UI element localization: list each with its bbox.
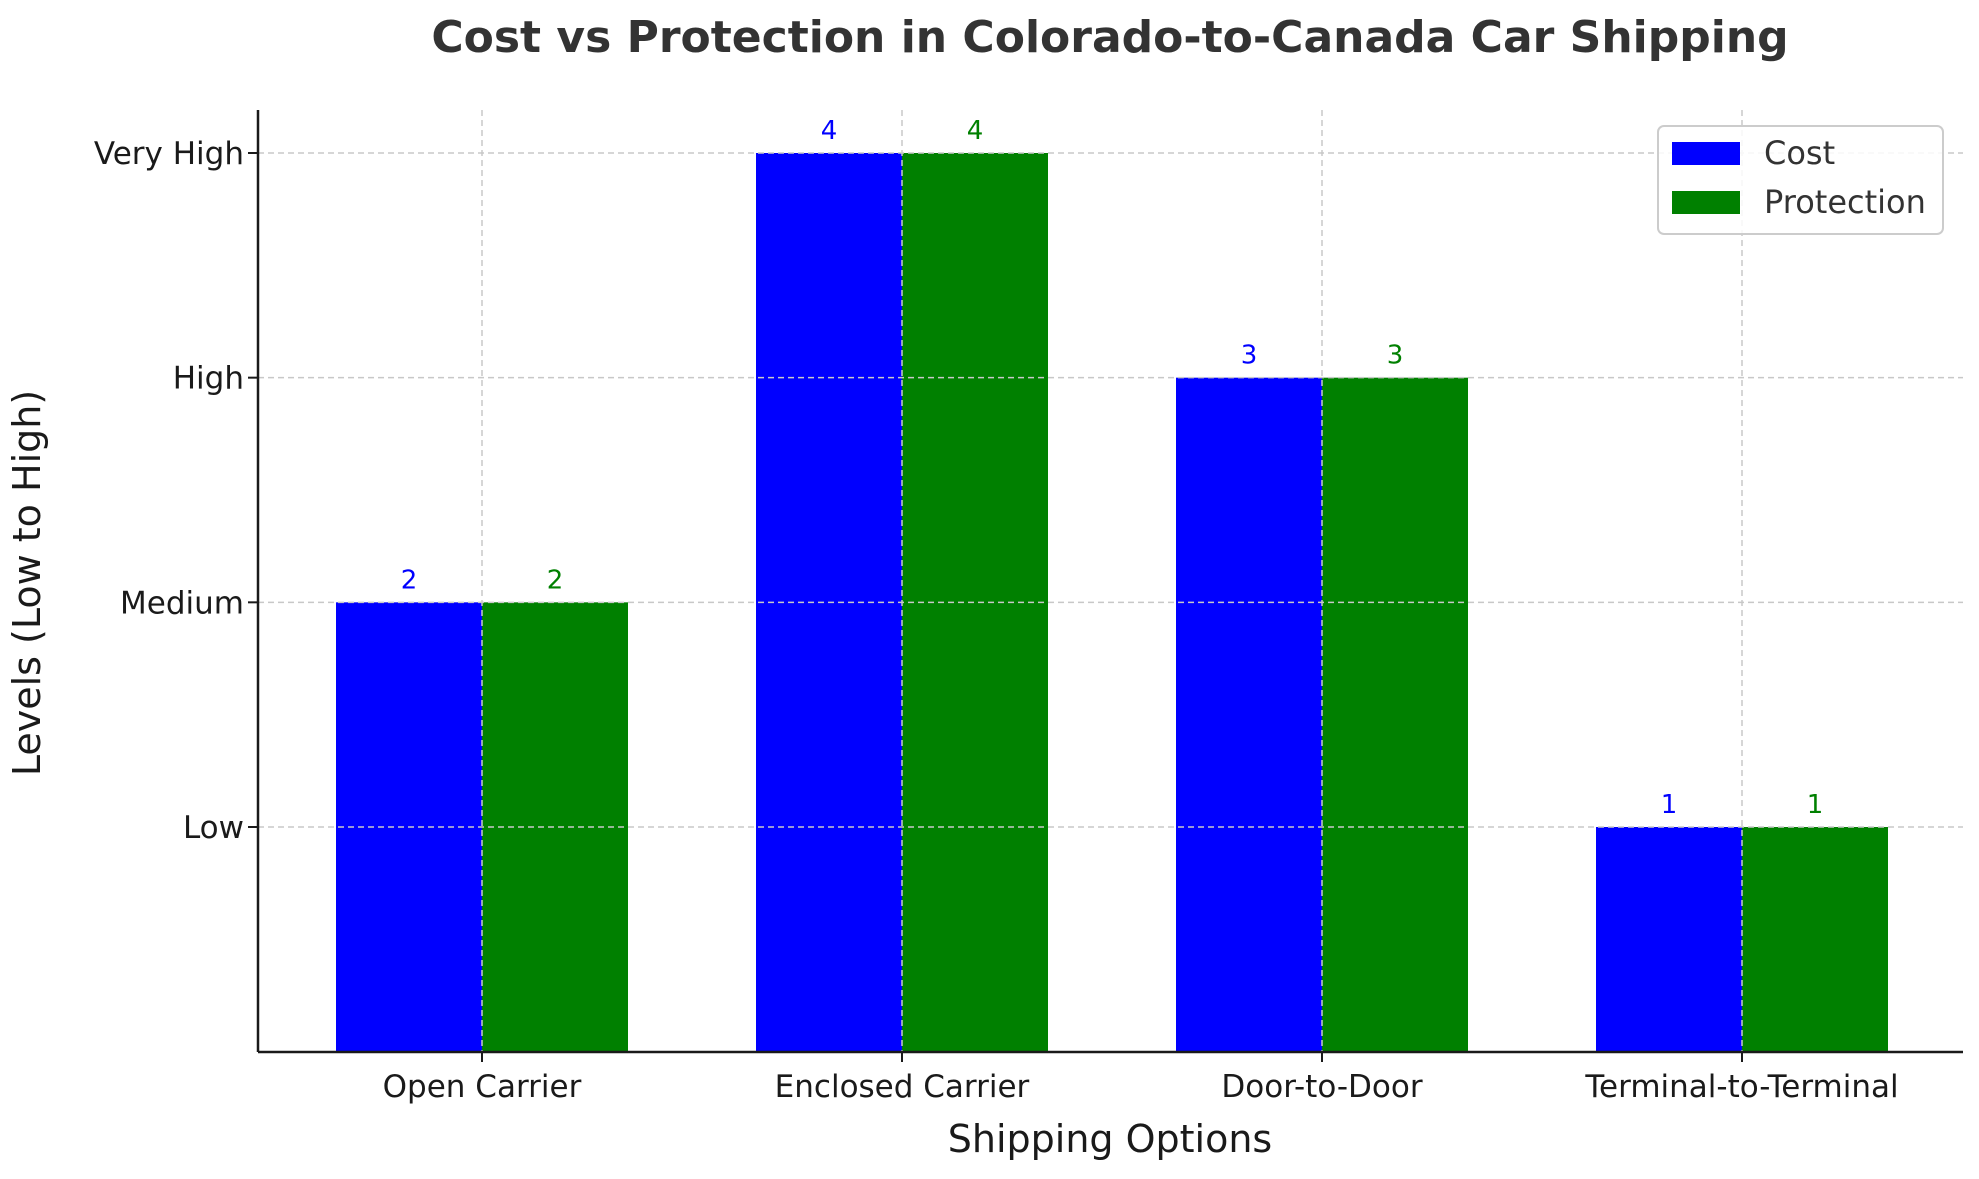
data-label: 3 — [1241, 341, 1258, 371]
legend-swatch-cost — [1672, 142, 1740, 165]
x-tick-label: Terminal-to-Terminal — [1584, 1069, 1898, 1105]
x-axis-label: Shipping Options — [948, 1117, 1272, 1161]
x-tick-label: Door-to-Door — [1221, 1069, 1422, 1105]
y-axis-label: Levels (Low to High) — [5, 390, 49, 776]
bar-cost — [1176, 377, 1322, 1053]
y-tick-label: Low — [183, 810, 244, 846]
data-label: 1 — [1661, 790, 1678, 820]
legend-label: Cost — [1764, 134, 1835, 172]
data-label: 1 — [1807, 790, 1824, 820]
bar-cost — [1596, 827, 1742, 1052]
data-label: 4 — [967, 116, 984, 146]
axes — [248, 110, 1963, 1062]
bars — [336, 153, 1888, 1053]
tick-labels: Low Medium High Very High 2 2 Open Carrier 4 4 En… — [94, 116, 1899, 1105]
grid — [258, 110, 1963, 1052]
data-label: 2 — [547, 565, 564, 595]
chart-title: Cost vs Protection in Colorado-to-Canada… — [431, 12, 1788, 63]
y-tick-label: Medium — [120, 585, 244, 621]
data-label: 4 — [821, 116, 838, 146]
data-label: 3 — [1387, 341, 1404, 371]
bar-protection — [1742, 827, 1888, 1052]
legend: Cost Protection — [1657, 125, 1944, 235]
y-tick-label: High — [173, 361, 244, 397]
bar-protection — [1322, 377, 1468, 1053]
data-label: 2 — [401, 565, 418, 595]
y-tick-label: Very High — [94, 136, 244, 172]
x-tick-label: Open Carrier — [383, 1069, 582, 1105]
x-tick-label: Enclosed Carrier — [775, 1069, 1030, 1105]
legend-swatch-protection — [1672, 191, 1740, 214]
legend-label: Protection — [1764, 183, 1926, 221]
